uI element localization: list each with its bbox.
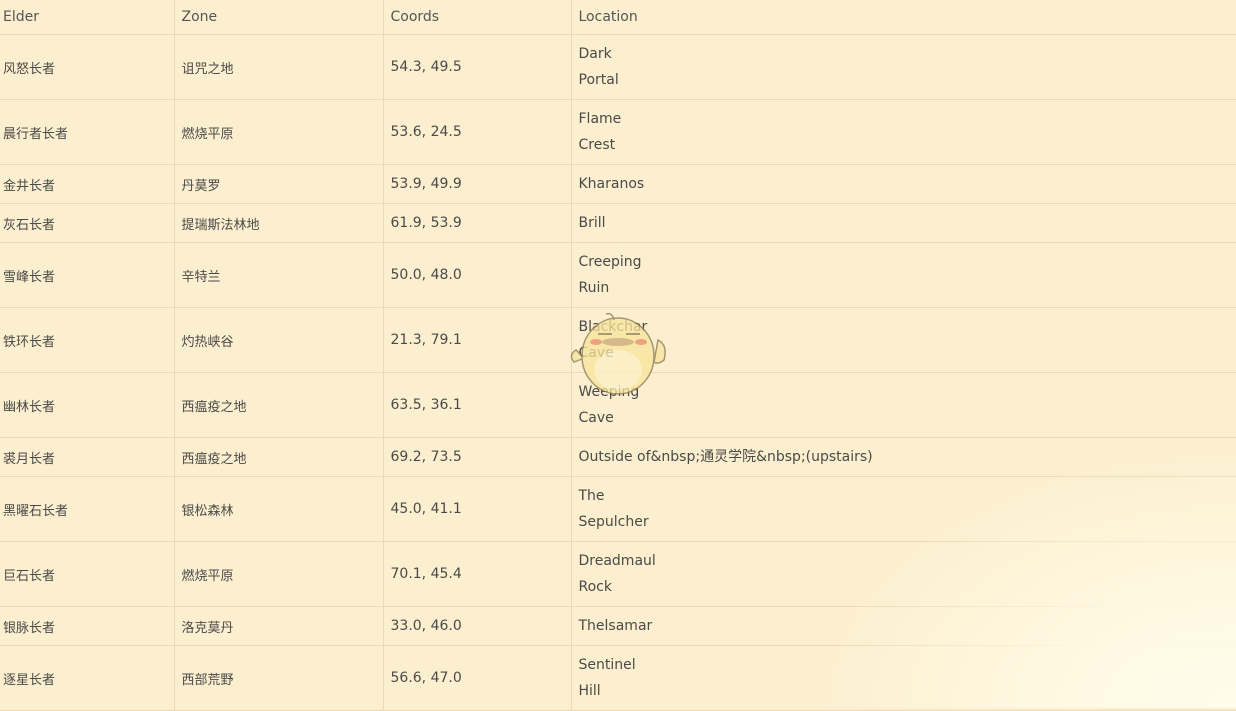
header-coords: Coords (383, 0, 571, 35)
coords-cell: 50.0, 48.0 (383, 243, 571, 308)
location-line: Rock (579, 574, 1236, 600)
location-line: Creeping (579, 249, 1236, 275)
location-line: Dark (579, 41, 1236, 67)
location-cell: Thelsamar (571, 607, 1236, 646)
coords-cell: 33.0, 46.0 (383, 607, 571, 646)
chick-mascot-icon (566, 310, 670, 402)
location-line: Portal (579, 67, 1236, 93)
elder-cell: 银脉长者 (0, 607, 174, 646)
coords-cell: 45.0, 41.1 (383, 477, 571, 542)
zone-cell: 洛克莫丹 (174, 607, 383, 646)
elder-cell: 晨行者长者 (0, 100, 174, 165)
location-cell: WeepingCave (571, 373, 1236, 438)
location-cell: BlackcharCave (571, 308, 1236, 373)
location-cell: Brill (571, 204, 1236, 243)
header-location: Location (571, 0, 1236, 35)
location-line: Cave (579, 405, 1236, 431)
coords-cell: 70.1, 45.4 (383, 542, 571, 607)
location-line: Cave (579, 340, 1236, 366)
zone-cell: 燃烧平原 (174, 542, 383, 607)
coords-cell: 56.6, 47.0 (383, 646, 571, 711)
elder-cell: 雪峰长者 (0, 243, 174, 308)
location-line: Flame (579, 106, 1236, 132)
zone-cell: 灼热峡谷 (174, 308, 383, 373)
location-line: Kharanos (579, 171, 1236, 197)
elder-cell: 灰石长者 (0, 204, 174, 243)
location-cell: Kharanos (571, 165, 1236, 204)
zone-cell: 银松森林 (174, 477, 383, 542)
header-elder: Elder (0, 0, 174, 35)
location-line: Hill (579, 678, 1236, 704)
location-line: Outside of&nbsp;通灵学院&nbsp;(upstairs) (579, 444, 1236, 470)
location-line: The (579, 483, 1236, 509)
elder-cell: 金井长者 (0, 165, 174, 204)
elder-cell: 裘月长者 (0, 438, 174, 477)
location-line: Weeping (579, 379, 1236, 405)
coords-cell: 21.3, 79.1 (383, 308, 571, 373)
elder-cell: 铁环长者 (0, 308, 174, 373)
elder-cell: 黑曜石长者 (0, 477, 174, 542)
location-line: Sepulcher (579, 509, 1236, 535)
location-line: Blackchar (579, 314, 1236, 340)
elder-cell: 风怒长者 (0, 35, 174, 100)
header-zone: Zone (174, 0, 383, 35)
location-line: Ruin (579, 275, 1236, 301)
zone-cell: 燃烧平原 (174, 100, 383, 165)
coords-cell: 53.9, 49.9 (383, 165, 571, 204)
elder-cell: 幽林长者 (0, 373, 174, 438)
coords-cell: 69.2, 73.5 (383, 438, 571, 477)
elder-cell: 逐星长者 (0, 646, 174, 711)
zone-cell: 提瑞斯法林地 (174, 204, 383, 243)
location-line: Brill (579, 210, 1236, 236)
coords-cell: 61.9, 53.9 (383, 204, 571, 243)
coords-cell: 54.3, 49.5 (383, 35, 571, 100)
location-line: Dreadmaul (579, 548, 1236, 574)
coords-cell: 53.6, 24.5 (383, 100, 571, 165)
coords-cell: 63.5, 36.1 (383, 373, 571, 438)
zone-cell: 诅咒之地 (174, 35, 383, 100)
zone-cell: 西部荒野 (174, 646, 383, 711)
zone-cell: 丹莫罗 (174, 165, 383, 204)
location-cell: Outside of&nbsp;通灵学院&nbsp;(upstairs) (571, 438, 1236, 477)
table-header-row: Elder Zone Coords Location (0, 0, 1236, 35)
zone-cell: 辛特兰 (174, 243, 383, 308)
location-line: Thelsamar (579, 613, 1236, 639)
elder-cell: 巨石长者 (0, 542, 174, 607)
zone-cell: 西瘟疫之地 (174, 373, 383, 438)
zone-cell: 西瘟疫之地 (174, 438, 383, 477)
location-line: Crest (579, 132, 1236, 158)
location-line: Sentinel (579, 652, 1236, 678)
